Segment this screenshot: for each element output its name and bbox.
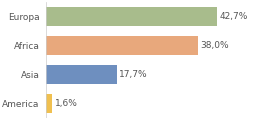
Text: 1,6%: 1,6%: [55, 99, 77, 108]
Bar: [46, 94, 52, 113]
Bar: [46, 7, 217, 26]
Text: 38,0%: 38,0%: [200, 41, 229, 50]
Bar: [46, 36, 198, 55]
Text: 42,7%: 42,7%: [219, 12, 248, 21]
Bar: [46, 65, 116, 84]
Text: 17,7%: 17,7%: [119, 70, 148, 79]
